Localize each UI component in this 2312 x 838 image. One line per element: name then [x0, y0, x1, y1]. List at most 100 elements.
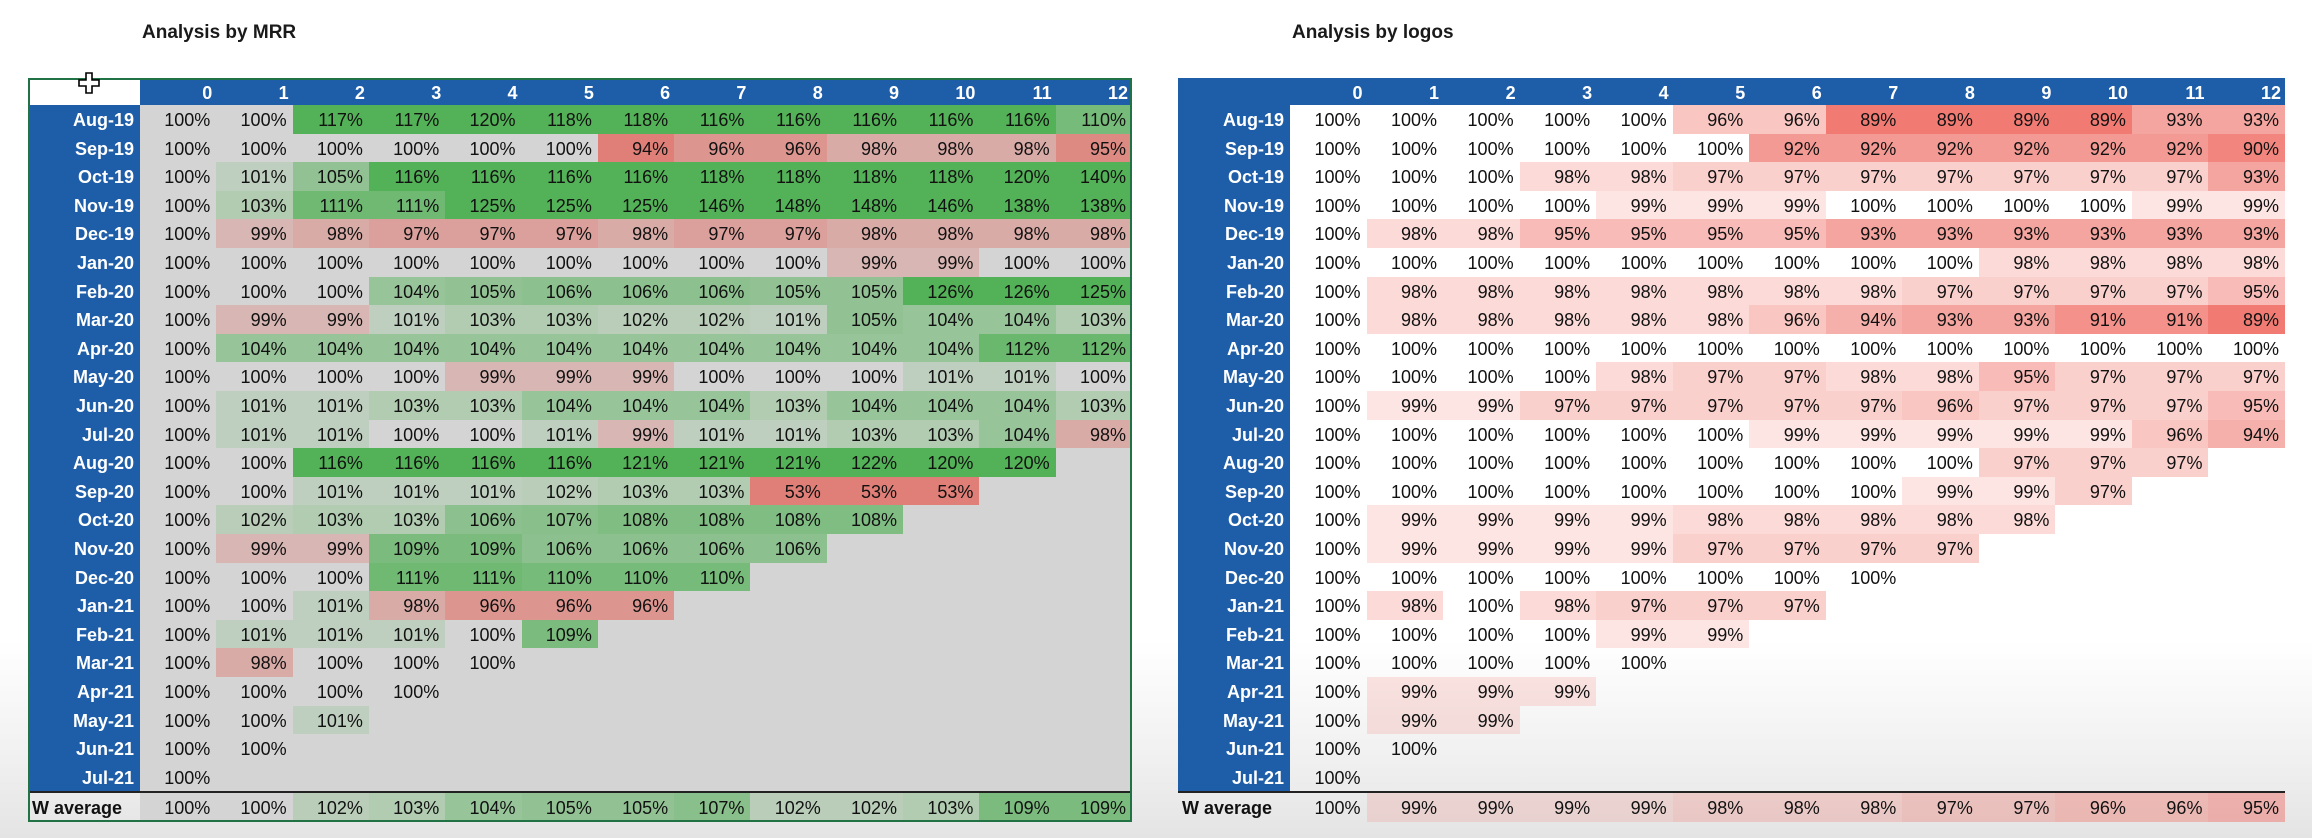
retention-cell[interactable]: 95% [1978, 362, 2056, 391]
retention-cell[interactable]: 100% [1620, 481, 1667, 502]
retention-cell[interactable]: 93% [2055, 219, 2132, 248]
retention-cell[interactable]: 100% [164, 224, 211, 245]
retention-cell[interactable]: 100% [545, 138, 592, 159]
weighted-average-cell[interactable]: 95% [2208, 793, 2285, 822]
retention-cell[interactable]: 100% [1544, 567, 1591, 588]
retention-cell[interactable]: 103% [368, 391, 446, 420]
retention-cell[interactable]: 105% [445, 276, 522, 306]
retention-cell[interactable]: 100% [1697, 567, 1744, 588]
retention-cell[interactable]: 104% [674, 333, 751, 363]
cohort-label[interactable]: Jan-20 [1226, 253, 1284, 273]
retention-cell[interactable]: 100% [1850, 253, 1897, 273]
cohort-label[interactable]: Jul-20 [81, 424, 134, 445]
retention-cell[interactable]: 99% [2208, 190, 2285, 220]
period-header-cell[interactable]: 7 [1888, 83, 1899, 103]
retention-cell[interactable]: 101% [216, 391, 293, 420]
retention-cell[interactable]: 100% [2079, 195, 2126, 216]
period-header-cell[interactable]: 2 [354, 83, 365, 103]
cohort-label[interactable]: Oct-20 [77, 510, 134, 531]
retention-cell[interactable]: 99% [1443, 705, 1520, 735]
period-header-cell[interactable]: 1 [278, 83, 289, 103]
retention-cell[interactable]: 100% [1467, 481, 1514, 502]
retention-cell[interactable]: 100% [1850, 195, 1897, 216]
retention-cell[interactable]: 97% [2131, 162, 2209, 191]
retention-cell[interactable]: 116% [368, 162, 446, 191]
retention-cell[interactable]: 95% [1596, 219, 1673, 248]
retention-cell[interactable]: 97% [1749, 162, 1826, 191]
retention-cell[interactable]: 100% [469, 653, 516, 674]
retention-cell[interactable]: 100% [1850, 338, 1897, 359]
retention-cell[interactable]: 98% [2208, 248, 2285, 277]
period-header-cell[interactable]: 11 [2185, 83, 2205, 103]
retention-cell[interactable]: 98% [2055, 248, 2132, 277]
retention-cell[interactable]: 97% [1749, 362, 1826, 391]
retention-cell[interactable]: 138% [1055, 190, 1132, 220]
retention-cell[interactable]: 96% [1672, 105, 1750, 134]
retention-cell[interactable]: 101% [292, 619, 369, 649]
retention-cell[interactable]: 100% [1467, 453, 1514, 474]
retention-cell[interactable]: 100% [1697, 253, 1744, 273]
retention-cell[interactable]: 100% [698, 253, 745, 273]
retention-cell[interactable]: 126% [903, 276, 980, 306]
cohort-label[interactable]: Nov-20 [73, 539, 134, 559]
retention-cell[interactable]: 100% [240, 138, 287, 159]
retention-cell[interactable]: 100% [1467, 253, 1514, 273]
retention-cell[interactable]: 100% [1314, 596, 1361, 617]
cohort-label[interactable]: Jun-20 [75, 396, 134, 416]
retention-cell[interactable]: 100% [1620, 453, 1667, 474]
retention-cell[interactable]: 100% [1544, 653, 1591, 674]
retention-cell[interactable]: 100% [164, 281, 211, 302]
retention-cell[interactable]: 100% [164, 653, 211, 674]
retention-cell[interactable]: 104% [979, 305, 1056, 334]
retention-cell[interactable]: 100% [1314, 338, 1361, 359]
period-header-cell[interactable]: 10 [2107, 83, 2128, 103]
retention-cell[interactable]: 103% [597, 476, 675, 506]
cohort-label[interactable]: Sep-19 [74, 138, 134, 159]
retention-cell[interactable]: 97% [1825, 162, 1903, 191]
retention-cell[interactable]: 100% [1926, 195, 1973, 216]
retention-cell[interactable]: 97% [2131, 391, 2209, 420]
retention-cell[interactable]: 104% [368, 276, 446, 306]
retention-cell[interactable]: 92% [1978, 133, 2056, 163]
retention-cell[interactable]: 100% [1544, 367, 1591, 388]
retention-cell[interactable]: 100% [2003, 195, 2050, 216]
retention-cell[interactable]: 104% [368, 333, 446, 363]
retention-cell[interactable]: 96% [521, 591, 598, 620]
retention-cell[interactable]: 100% [164, 110, 211, 130]
retention-cell[interactable]: 111% [292, 190, 369, 220]
retention-cell[interactable]: 97% [2131, 448, 2209, 477]
retention-cell[interactable]: 103% [1055, 391, 1132, 420]
retention-cell[interactable]: 100% [1467, 596, 1514, 617]
retention-cell[interactable]: 116% [979, 105, 1056, 134]
retention-cell[interactable]: 97% [2055, 391, 2132, 420]
retention-cell[interactable]: 103% [292, 505, 369, 534]
retention-cell[interactable]: 98% [1519, 162, 1597, 191]
retention-cell[interactable]: 98% [368, 591, 446, 620]
retention-cell[interactable]: 105% [292, 162, 369, 191]
period-header-cell[interactable]: 1 [1429, 83, 1440, 103]
retention-cell[interactable]: 100% [1620, 338, 1667, 359]
retention-cell[interactable]: 97% [1902, 534, 1979, 563]
retention-cell[interactable]: 98% [1366, 219, 1444, 248]
retention-cell[interactable]: 100% [774, 253, 821, 273]
retention-cell[interactable]: 93% [1902, 219, 1979, 248]
retention-cell[interactable]: 109% [521, 619, 598, 649]
retention-cell[interactable]: 100% [1697, 338, 1744, 359]
retention-cell[interactable]: 95% [1519, 219, 1597, 248]
retention-cell[interactable]: 98% [1055, 419, 1132, 449]
period-header-cell[interactable]: 0 [1352, 83, 1363, 103]
weighted-average-cell[interactable]: 105% [521, 793, 598, 822]
retention-cell[interactable]: 100% [1773, 567, 1820, 588]
retention-cell[interactable]: 96% [2131, 419, 2209, 449]
retention-cell[interactable]: 97% [1978, 162, 2056, 191]
retention-cell[interactable]: 100% [164, 167, 211, 188]
retention-cell[interactable]: 99% [1596, 619, 1673, 649]
retention-cell[interactable]: 112% [1055, 333, 1132, 363]
retention-cell[interactable]: 92% [2131, 133, 2209, 163]
cohort-label[interactable]: Mar-20 [1225, 310, 1284, 331]
cohort-label[interactable]: Mar-20 [75, 310, 134, 331]
retention-cell[interactable]: 97% [750, 219, 827, 248]
retention-cell[interactable]: 100% [316, 138, 363, 159]
cohort-label[interactable]: Mar-21 [75, 653, 134, 674]
retention-cell[interactable]: 98% [1519, 305, 1597, 334]
